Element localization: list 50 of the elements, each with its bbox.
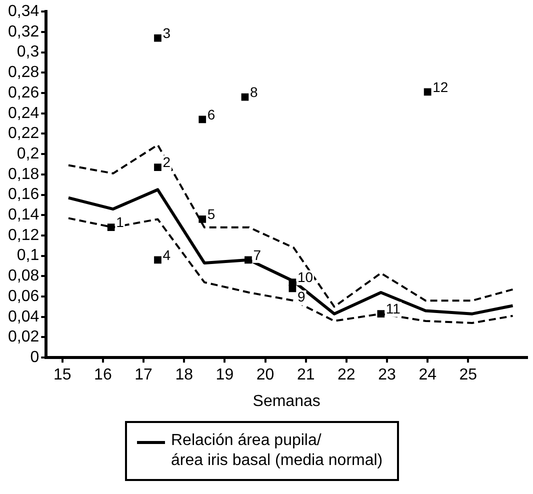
- y-tick-label: 0,08: [8, 268, 40, 285]
- x-tick-label: 19: [216, 366, 234, 384]
- x-tick-label: 17: [134, 366, 153, 384]
- y-tick-label: 0,12: [8, 226, 40, 244]
- legend-label: Relación área pupila/ área iris basal (media normal): [171, 431, 383, 471]
- x-axis-title: Semanas: [252, 392, 320, 410]
- x-tick-label: 15: [53, 366, 72, 384]
- annotation: 11: [386, 300, 401, 317]
- y-tick-label: 0,3: [16, 44, 40, 61]
- y-tick-label: 0,14: [8, 206, 40, 224]
- annotation: 4: [162, 246, 171, 263]
- point: [198, 116, 206, 124]
- y-tick-label: 0,28: [8, 64, 40, 82]
- annotation: 12: [432, 78, 448, 95]
- annotation: 9: [297, 288, 306, 304]
- x-tick-label: 21: [296, 366, 315, 384]
- x-tick-label: 25: [459, 366, 478, 384]
- y-tick-label: 0,04: [8, 308, 40, 326]
- point: [154, 34, 162, 42]
- y-tick-label: 0,02: [8, 328, 40, 346]
- y-tick-label: 0,18: [8, 166, 40, 183]
- y-tick-label: 0,2: [16, 145, 40, 162]
- annotation: 6: [207, 106, 216, 122]
- annotation: 2: [162, 154, 171, 170]
- point: [241, 93, 249, 101]
- y-tick-label: 0,22: [8, 125, 40, 142]
- y-tick-label: 0,34: [8, 3, 40, 20]
- annotation: 3: [162, 24, 171, 41]
- point: [154, 164, 162, 171]
- annotation: 1: [116, 214, 124, 230]
- annotation: 7: [253, 246, 262, 263]
- y-tick-label: 0,26: [8, 84, 40, 102]
- point: [198, 216, 206, 223]
- y-tick-label: 0,06: [8, 288, 40, 305]
- x-tick-label: 22: [338, 366, 356, 384]
- annotation: 10: [297, 269, 314, 286]
- y-tick-label: 0,1: [16, 247, 40, 264]
- y-tick-label: 0,32: [8, 23, 40, 40]
- y-tick-label: 0,24: [8, 104, 40, 122]
- y-tick-label: 0: [30, 349, 40, 366]
- point: [154, 256, 162, 264]
- y-tick-label: 0,16: [8, 186, 40, 204]
- x-tick-label: 23: [378, 366, 396, 384]
- annotation: 8: [250, 84, 258, 100]
- x-tick-label: 20: [256, 366, 274, 384]
- x-tick-label: 16: [94, 366, 112, 384]
- x-tick-label: 18: [175, 366, 194, 384]
- annotation: 5: [207, 206, 216, 222]
- point: [424, 88, 432, 96]
- x-tick-label: 24: [418, 366, 437, 384]
